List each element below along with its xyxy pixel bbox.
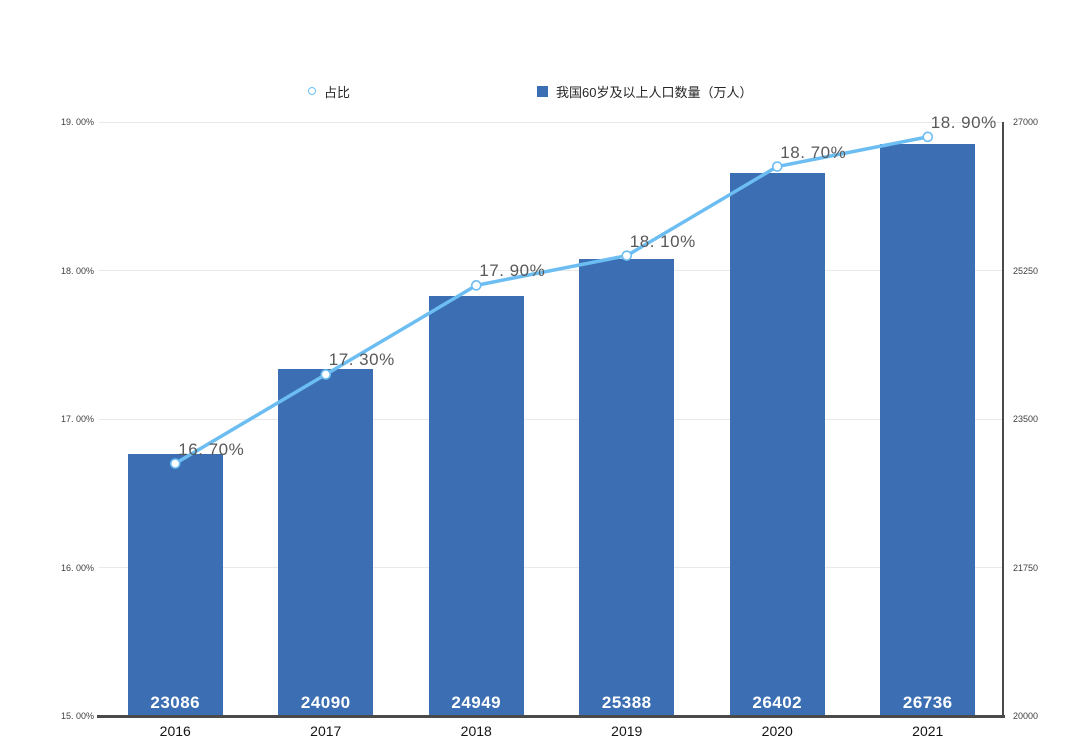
bar-2018 <box>428 296 524 716</box>
bar-value-label: 23086 <box>150 693 201 712</box>
left-axis-tick-label: 17. 00% <box>60 414 94 424</box>
bar-2020 <box>729 172 825 716</box>
line-value-label: 16. 70% <box>178 439 245 459</box>
left-axis-tick-label: 19. 00% <box>60 117 94 127</box>
line-marker <box>771 161 783 172</box>
legend-label-population: 我国60岁及以上人口数量（万人） <box>556 84 753 100</box>
x-axis-label: 2020 <box>761 723 793 739</box>
line-value-label: 18. 90% <box>930 112 997 132</box>
x-axis-label: 2018 <box>460 723 492 739</box>
grid-line <box>99 121 1003 123</box>
grid-line <box>99 418 1003 420</box>
trend-line <box>174 135 929 466</box>
right-axis-tick-label: 25250 <box>1013 265 1039 276</box>
left-axis-tick-label: 15. 00% <box>60 711 94 721</box>
right-axis-tick-label: 23500 <box>1013 414 1039 424</box>
right-axis-tick-label: 20000 <box>1013 711 1039 721</box>
right-axis-line <box>1002 122 1004 717</box>
bar-2021 <box>880 144 976 716</box>
legend-label-ratio: 占比 <box>324 84 351 100</box>
x-axis-label: 2017 <box>310 723 342 739</box>
bar-series-marker-icon <box>537 85 548 97</box>
line-marker <box>922 131 934 143</box>
bar-value-label: 24090 <box>300 693 351 712</box>
left-axis-tick-label: 18. 00% <box>60 265 94 276</box>
bar-2019 <box>579 258 675 716</box>
line-marker <box>320 369 332 380</box>
x-axis-label: 2016 <box>159 723 191 739</box>
legend-item-population: 我国60岁及以上人口数量（万人） <box>537 83 753 100</box>
left-axis-tick-label: 16. 00% <box>60 562 94 573</box>
line-marker <box>169 458 181 469</box>
legend-item-ratio: 占比 <box>308 83 351 100</box>
line-value-label: 17. 30% <box>328 350 395 370</box>
line-series-marker-icon <box>308 87 316 95</box>
x-axis-line <box>97 715 1005 718</box>
bar-value-label: 25388 <box>601 693 652 712</box>
line-marker <box>470 280 482 291</box>
bar-2016 <box>127 454 223 716</box>
line-value-label: 18. 10% <box>629 231 696 251</box>
bar-2017 <box>278 368 374 716</box>
bar-value-label: 26402 <box>752 693 803 712</box>
line-marker <box>621 250 633 261</box>
line-value-label: 17. 90% <box>479 261 546 281</box>
x-axis-label: 2021 <box>912 723 944 739</box>
bar-value-label: 26736 <box>902 693 953 712</box>
line-value-label: 18. 70% <box>780 142 847 162</box>
bar-value-label: 24949 <box>451 693 502 712</box>
right-axis-tick-label: 27000 <box>1013 117 1039 127</box>
grid-line <box>99 567 1003 568</box>
x-axis-label: 2019 <box>611 723 643 739</box>
right-axis-tick-label: 21750 <box>1013 562 1039 573</box>
